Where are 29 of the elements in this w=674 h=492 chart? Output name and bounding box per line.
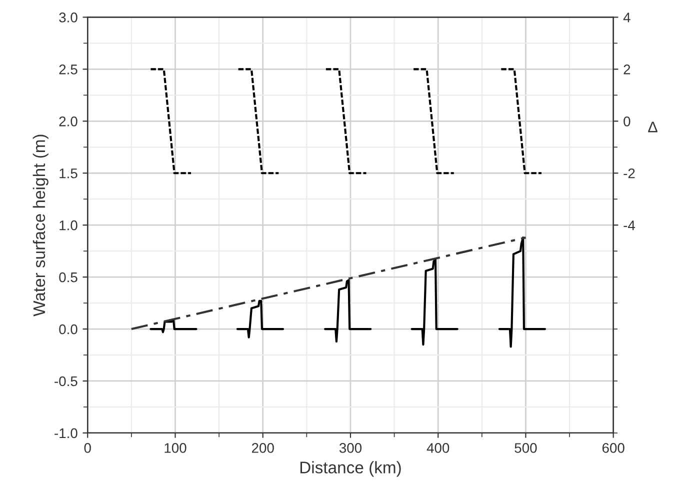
y-axis-title: Water surface height (m) bbox=[32, 134, 48, 316]
x-tick-label: 0 bbox=[84, 443, 91, 453]
x-tick-label: 600 bbox=[602, 443, 624, 453]
x-tick-label: 400 bbox=[426, 443, 450, 453]
y2-tick-label: -2 bbox=[624, 168, 635, 178]
y-tick-label: 0.5 bbox=[59, 272, 78, 282]
x-tick-label: 300 bbox=[339, 443, 362, 453]
y2-tick-label: -4 bbox=[624, 220, 636, 230]
y-tick-label: 1.0 bbox=[60, 220, 78, 230]
y-tick-label: -0.5 bbox=[54, 376, 78, 386]
line-series bbox=[236, 300, 284, 338]
y2-axis-title: Δ bbox=[648, 122, 658, 132]
line-series bbox=[324, 279, 372, 343]
y-tick-label: 3.0 bbox=[59, 12, 78, 22]
line-series bbox=[150, 318, 198, 334]
y2-tick-label: 2 bbox=[624, 64, 630, 74]
x-axis-title: Distance (km) bbox=[300, 461, 401, 477]
line-series bbox=[410, 258, 458, 346]
y-tick-label: 2.0 bbox=[59, 116, 78, 126]
y-tick-label: -1.0 bbox=[54, 428, 78, 438]
y2-tick-label: 4 bbox=[623, 12, 630, 22]
y-tick-label: 1.5 bbox=[60, 168, 78, 178]
x-tick-label: 200 bbox=[252, 443, 274, 453]
line-series bbox=[498, 236, 546, 348]
y-tick-label: 0.0 bbox=[59, 324, 78, 334]
x-tick-label: 500 bbox=[514, 443, 537, 453]
x-tick-label: 100 bbox=[164, 443, 186, 453]
y2-tick-label: 0 bbox=[624, 116, 630, 126]
y-tick-label: 2.5 bbox=[59, 64, 78, 74]
